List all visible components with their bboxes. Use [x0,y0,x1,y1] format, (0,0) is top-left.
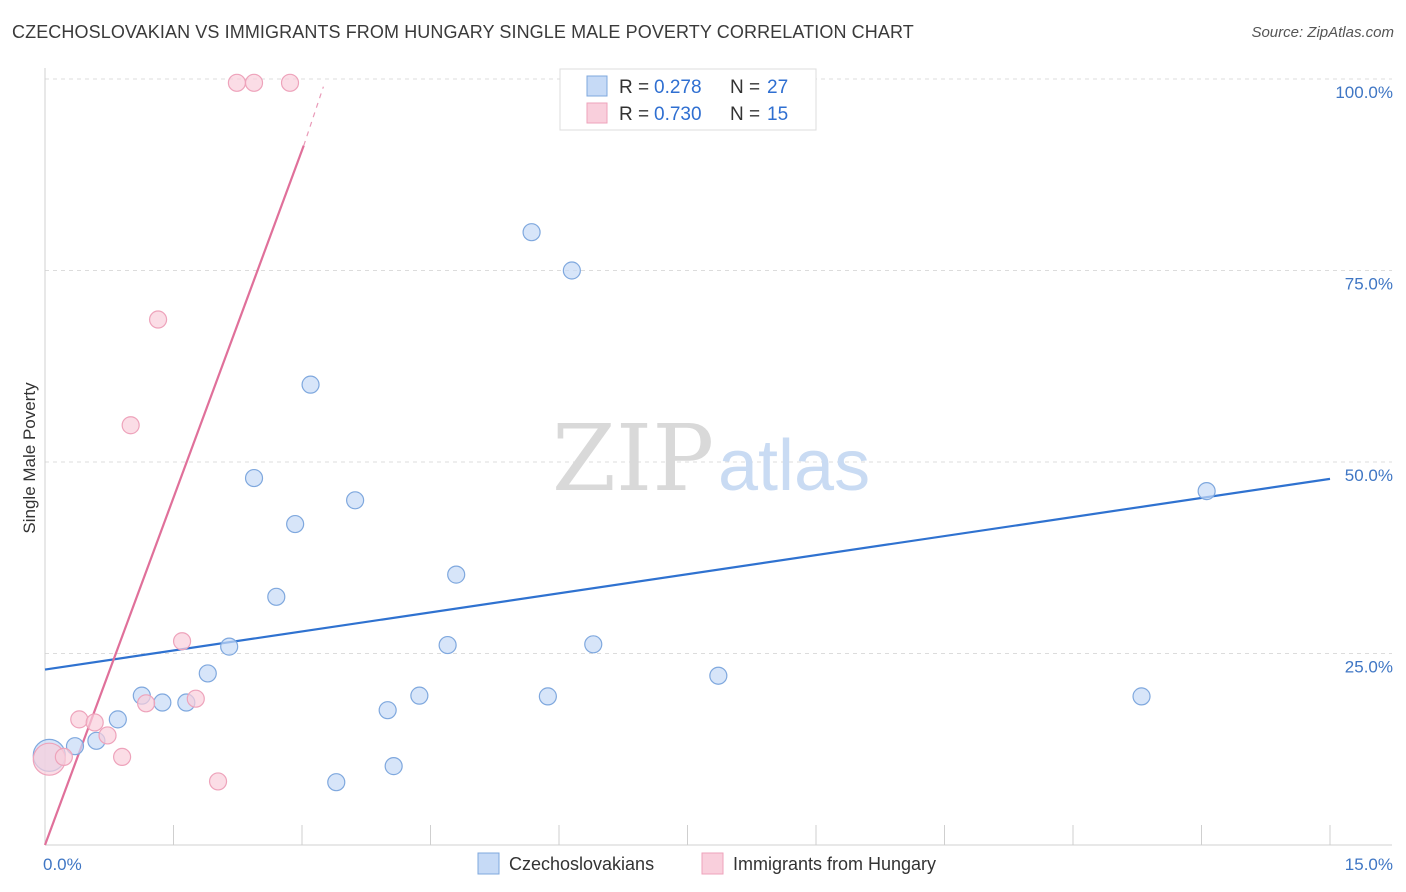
point-czechoslovakians-15 [378,701,397,720]
x-tick-label-1: 15.0% [1345,855,1393,874]
point-immigrants-from-hungary-10 [186,689,205,708]
legend-r-value-1: 0.730 [654,104,702,125]
legend-n-label-0: N = [730,77,760,98]
legend-r-label-1: R = [619,104,649,125]
point-czechoslovakians-12 [301,375,320,394]
bottom-legend-swatch-immigrants-from-hungary [701,852,724,875]
point-immigrants-from-hungary-13 [244,73,264,92]
y-tick-label-2: 75.0% [1345,275,1393,294]
point-czechoslovakians-1 [65,737,85,756]
legend-r-value-0: 0.278 [654,77,702,98]
point-immigrants-from-hungary-12 [227,73,246,92]
point-immigrants-from-hungary-6 [121,416,140,435]
x-tick-label-0: 0.0% [43,855,82,874]
bottom-legend-label-czechoslovakians: Czechoslovakians [509,854,654,874]
point-czechoslovakians-13 [327,773,346,792]
watermark-zip: ZIP [552,405,714,512]
y-tick-label-3: 100.0% [1335,83,1393,102]
point-immigrants-from-hungary-8 [148,310,168,329]
point-czechoslovakians-23 [584,635,603,654]
legend-n-value-0: 27 [767,77,788,98]
point-czechoslovakians-14 [346,491,365,510]
point-czechoslovakians-22 [562,261,581,280]
grid-layer [45,78,1392,654]
point-czechoslovakians-7 [198,664,217,683]
point-immigrants-from-hungary-1 [54,747,73,767]
legend-swatch-czechoslovakians [586,75,608,97]
bottom-legend: Czechoslovakians Immigrants from Hungary [477,852,936,875]
point-immigrants-from-hungary-2 [70,710,89,729]
y-tick-label-1: 50.0% [1345,466,1393,485]
y-tick-label-0: 25.0% [1345,658,1393,677]
point-immigrants-from-hungary-4 [98,726,117,745]
trend-line-extension-immigrants-from-hungary [303,86,324,146]
point-czechoslovakians-3 [108,710,127,729]
legend-swatch-immigrants-from-hungary [586,102,608,124]
y-axis-title: Single Male Poverty [20,382,39,534]
legend-n-label-1: N = [730,104,760,125]
point-czechoslovakians-19 [447,565,466,584]
points-layer [32,73,1216,792]
point-immigrants-from-hungary-9 [172,632,192,651]
point-immigrants-from-hungary-11 [208,772,228,791]
top-legend: R = 0.278 N = 27 R = 0.730 N = 15 [559,68,817,131]
point-czechoslovakians-21 [538,687,557,706]
point-czechoslovakians-26 [1197,482,1216,501]
point-czechoslovakians-5 [153,693,172,712]
trend-line-czechoslovakians [44,477,1331,671]
point-czechoslovakians-24 [709,666,728,685]
point-immigrants-from-hungary-3 [85,713,104,732]
legend-n-value-1: 15 [767,104,788,125]
point-czechoslovakians-20 [522,223,541,242]
trend-line-immigrants-from-hungary [43,145,305,846]
point-czechoslovakians-25 [1132,687,1151,706]
point-immigrants-from-hungary-5 [112,747,132,767]
point-czechoslovakians-16 [384,757,403,776]
axis-layer: 25.0% 50.0% 75.0% 100.0% 0.0% 15.0% [43,68,1393,874]
chart-title: CZECHOSLOVAKIAN VS IMMIGRANTS FROM HUNGA… [12,22,914,42]
point-czechoslovakians-17 [410,686,429,705]
point-czechoslovakians-8 [220,637,239,656]
point-czechoslovakians-18 [438,635,457,655]
point-czechoslovakians-9 [244,468,264,488]
chart-source: Source: ZipAtlas.com [1251,24,1394,41]
point-immigrants-from-hungary-14 [280,73,300,92]
point-czechoslovakians-10 [267,587,286,606]
bottom-legend-label-immigrants-from-hungary: Immigrants from Hungary [733,854,936,874]
watermark-atlas: atlas [718,426,870,506]
point-czechoslovakians-11 [286,514,305,534]
watermark: ZIP atlas [552,405,870,512]
bottom-legend-swatch-czechoslovakians [477,852,500,875]
legend-r-label-0: R = [619,77,649,98]
point-immigrants-from-hungary-7 [136,694,156,713]
